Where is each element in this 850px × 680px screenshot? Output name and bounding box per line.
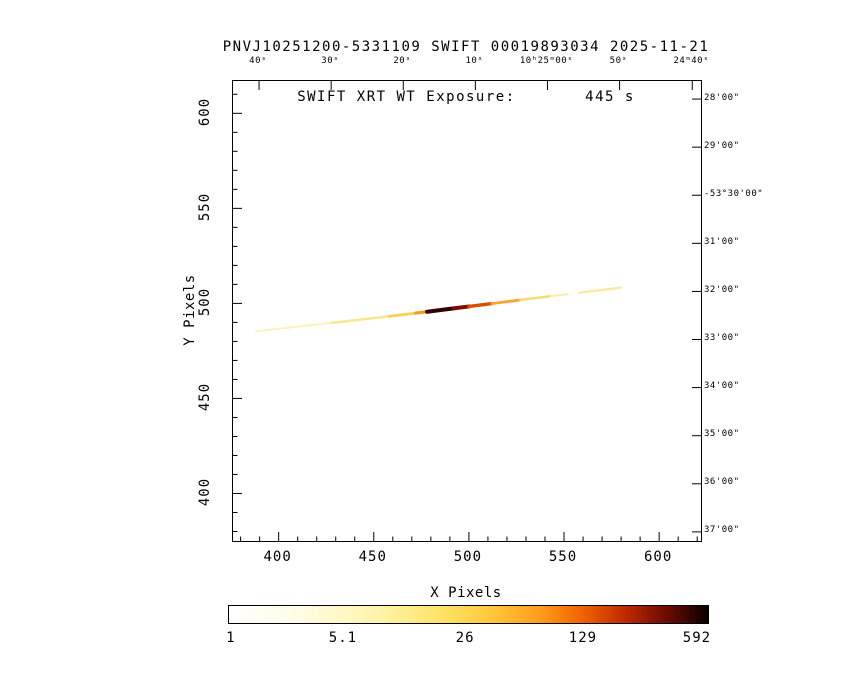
exposure-streak-canvas (233, 81, 701, 541)
plot-titles: PNVJ10251200-5331109 SWIFT 00019893034 2… (82, 6, 850, 138)
colorbar (228, 605, 709, 624)
y-tick-label: 450 (197, 383, 213, 412)
plot-title: PNVJ10251200-5331109 SWIFT 00019893034 2… (222, 39, 710, 55)
dec-tick-label: 34'00" (704, 381, 740, 392)
exposure-title: SWIFT XRT WT Exposure: 445 s (297, 89, 635, 105)
y-tick-label: 550 (197, 193, 213, 222)
dec-tick-label: 35'00" (704, 429, 740, 440)
y-axis-label: Y Pixels (182, 274, 198, 346)
x-tick-label: 400 (263, 549, 292, 565)
y-tick-label: 500 (197, 288, 213, 317)
colorbar-tick-label: 129 (568, 630, 598, 646)
dec-tick-label: 37'00" (704, 525, 740, 536)
x-tick-label: 500 (453, 549, 483, 565)
x-axis-label: X Pixels (430, 585, 502, 601)
colorbar-tick-label: 1 (226, 630, 236, 646)
y-tick-label: 400 (197, 478, 213, 507)
dec-tick-label: 33'00" (704, 333, 740, 343)
colorbar-tick-label: 26 (455, 630, 475, 646)
x-tick-label: 600 (643, 549, 673, 565)
dec-tick-label: -53°30'00" (704, 188, 764, 199)
dec-tick-label: 32'00" (704, 284, 740, 295)
dec-tick-label: 36'00" (704, 477, 740, 488)
plot-frame (232, 80, 702, 542)
colorbar-tick-label: 592 (682, 630, 712, 646)
x-tick-label: 550 (548, 549, 578, 565)
x-tick-label: 450 (358, 549, 387, 565)
dec-tick-label: 31'00" (704, 236, 740, 247)
colorbar-tick-label: 5.1 (328, 630, 358, 646)
dec-tick-label: 29'00" (704, 140, 740, 151)
